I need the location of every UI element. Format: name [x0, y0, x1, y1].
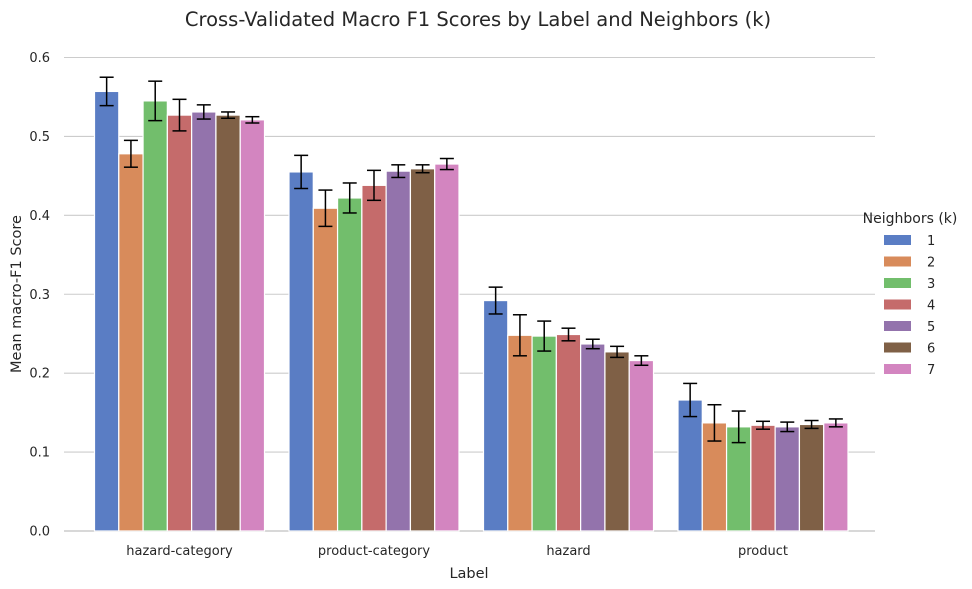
- x-tick-label: product: [738, 544, 788, 559]
- error-bar-hazard-category-k2: [123, 139, 138, 168]
- legend-swatch-k4: [884, 299, 911, 310]
- legend-swatch-k6: [884, 342, 911, 353]
- error-bar-hazard-k6: [610, 345, 625, 359]
- x-tick-labels: hazard-category product-category hazard pro…: [126, 544, 788, 559]
- bar-product-category-k6: [409, 168, 436, 532]
- legend-swatch-k3: [884, 278, 911, 288]
- bar-product-k7: [823, 422, 849, 532]
- error-bar-product-category-k2: [318, 189, 333, 228]
- bar-product-category-k4: [361, 184, 387, 532]
- bar-hazard-k3: [531, 335, 557, 532]
- bar-hazard-category-k3: [142, 100, 168, 532]
- bar-product-category-k1: [288, 171, 314, 532]
- y-tick-label: 0.4: [29, 209, 50, 224]
- y-tick-label: 0.6: [29, 51, 50, 66]
- error-bar-product-k3: [731, 410, 746, 444]
- legend-swatch-k5: [884, 321, 911, 331]
- error-bar-product-category-k5: [391, 164, 406, 179]
- bar-product-category-k2: [312, 207, 339, 532]
- bar-product-k3: [725, 426, 752, 532]
- bars-group: [93, 90, 849, 532]
- bar-product-category-k3: [336, 197, 363, 532]
- y-tick-label: 0.5: [29, 130, 50, 145]
- y-tick-label: 0.0: [29, 525, 50, 540]
- error-bar-hazard-k4: [561, 327, 576, 342]
- legend-label-k2: 2: [927, 256, 935, 271]
- legend-label-k7: 7: [927, 363, 935, 378]
- x-axis-title: Label: [449, 566, 488, 582]
- bar-product-category-k5: [385, 170, 412, 532]
- error-bar-hazard-k2: [512, 314, 527, 357]
- legend-title: Neighbors (k): [863, 211, 958, 227]
- bar-hazard-category-k7: [239, 119, 266, 532]
- y-tick-label: 0.3: [29, 288, 50, 303]
- error-bars-group: [99, 76, 843, 444]
- legend-label-k1: 1: [927, 234, 935, 249]
- error-bar-product-category-k6: [415, 164, 430, 174]
- error-bar-hazard-category-k4: [172, 98, 187, 132]
- error-bar-product-k7: [828, 418, 843, 428]
- bar-hazard-category-k2: [118, 153, 144, 532]
- error-bar-hazard-k3: [537, 320, 552, 352]
- error-bar-product-k4: [756, 420, 770, 430]
- error-bar-product-category-k1: [294, 154, 309, 190]
- error-bar-hazard-category-k3: [148, 80, 163, 122]
- legend-label-k5: 5: [927, 320, 935, 335]
- legend-swatch-k2: [884, 256, 911, 267]
- legend-swatch-k1: [884, 235, 911, 245]
- error-bar-product-category-k4: [367, 169, 381, 202]
- error-bar-product-k6: [804, 419, 819, 430]
- bar-product-category-k7: [434, 163, 460, 532]
- x-tick-label: hazard-category: [126, 544, 233, 559]
- error-bar-hazard-category-k1: [99, 76, 114, 107]
- bar-hazard-k2: [507, 334, 533, 532]
- bar-hazard-category-k5: [191, 111, 217, 532]
- error-bar-hazard-k1: [488, 286, 503, 315]
- error-bar-product-k5: [780, 421, 795, 433]
- bar-hazard-category-k1: [93, 90, 120, 532]
- bar-product-k6: [798, 423, 825, 532]
- bar-hazard-category-k6: [215, 114, 241, 532]
- x-tick-label: product-category: [318, 544, 430, 559]
- legend-label-k6: 6: [927, 342, 935, 357]
- bar-product-k5: [774, 426, 801, 532]
- bar-product-k1: [677, 399, 703, 532]
- y-tick-label: 0.2: [29, 367, 50, 382]
- error-bar-hazard-category-k6: [221, 111, 236, 120]
- error-bar-product-category-k3: [342, 182, 357, 214]
- bar-hazard-k6: [604, 351, 630, 532]
- legend-label-k4: 4: [927, 299, 935, 314]
- y-tick-labels: 0.0 0.1 0.2 0.3 0.4 0.5 0.6: [29, 51, 50, 540]
- error-bar-hazard-k5: [585, 338, 600, 350]
- y-axis-title: Mean macro-F1 Score: [9, 215, 25, 373]
- error-bar-hazard-k7: [634, 355, 649, 367]
- bar-hazard-k5: [580, 343, 606, 532]
- bar-hazard-k7: [628, 359, 655, 532]
- legend-label-k3: 3: [927, 277, 935, 292]
- error-bar-hazard-category-k7: [245, 115, 260, 124]
- error-bar-hazard-category-k5: [196, 104, 211, 120]
- bar-product-k4: [750, 424, 776, 532]
- legend: Neighbors (k) 1 2 3 4 5 6 7: [863, 211, 958, 378]
- error-bar-product-category-k7: [439, 157, 454, 171]
- bar-hazard-k1: [482, 299, 509, 532]
- bar-hazard-category-k4: [166, 114, 193, 532]
- chart-title: Cross-Validated Macro F1 Scores by Label…: [185, 8, 771, 31]
- legend-swatch-k7: [884, 364, 911, 374]
- x-tick-label: hazard: [546, 544, 590, 559]
- error-bar-product-k2: [707, 403, 722, 442]
- bar-hazard-k4: [555, 333, 582, 532]
- y-tick-label: 0.1: [29, 446, 50, 461]
- error-bar-product-k1: [683, 382, 698, 418]
